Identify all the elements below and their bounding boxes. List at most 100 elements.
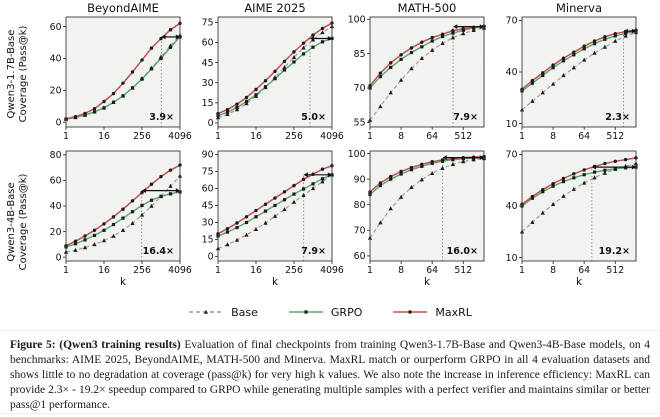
svg-text:20: 20 — [50, 227, 62, 238]
svg-text:4096: 4096 — [168, 265, 192, 276]
svg-text:40: 40 — [50, 201, 62, 212]
chart-aime-2025-qwen3-1.7b-base: 5.0× 0 15 30 45 60 75 1 16 256 4096 AIME 2025 — [188, 0, 344, 148]
svg-text:60: 60 — [50, 22, 62, 33]
svg-text:8: 8 — [398, 265, 404, 276]
chart-math-500-qwen3-1.7b-base: 7.9× 55 70 85 100 1 8 64 512 MATH-500 — [340, 0, 492, 148]
bottom-divider — [0, 413, 660, 414]
svg-text:2.3×: 2.3× — [605, 112, 630, 123]
legend-label-maxrl: MaxRL — [435, 305, 472, 319]
svg-text:512: 512 — [606, 131, 624, 142]
svg-text:80: 80 — [354, 200, 366, 211]
chart-math-500-qwen3-4b-base: 16.0× 60 70 80 90 100 1 8 64 512 k — [340, 148, 492, 296]
figure-caption: Figure 5: (Qwen3 training results) Evalu… — [0, 330, 660, 413]
svg-text:16.4×: 16.4× — [143, 246, 174, 257]
svg-text:40: 40 — [506, 67, 518, 78]
svg-text:16: 16 — [98, 265, 110, 276]
svg-text:100: 100 — [348, 149, 366, 160]
svg-text:512: 512 — [454, 265, 472, 276]
y-axis-label-row-2: Qwen3-4B-Base Coverage (Pass@k) — [0, 148, 36, 296]
svg-text:512: 512 — [454, 131, 472, 142]
svg-text:8: 8 — [550, 265, 556, 276]
svg-text:15: 15 — [202, 235, 214, 246]
svg-text:30: 30 — [202, 218, 214, 229]
svg-text:Minerva: Minerva — [556, 1, 602, 15]
svg-text:4096: 4096 — [320, 265, 344, 276]
svg-text:90: 90 — [202, 150, 214, 161]
chart-beyondaime-qwen3-1.7b-base: 3.9× 0 20 40 60 1 16 256 4096 BeyondAIME — [36, 0, 192, 148]
svg-text:64: 64 — [578, 265, 590, 276]
svg-text:512: 512 — [606, 265, 624, 276]
svg-text:256: 256 — [133, 131, 151, 142]
svg-text:k: k — [424, 276, 431, 288]
svg-text:70: 70 — [354, 226, 366, 237]
svg-text:20: 20 — [50, 86, 62, 97]
svg-text:55: 55 — [354, 118, 366, 129]
svg-text:16.0×: 16.0× — [447, 246, 478, 257]
svg-text:1: 1 — [519, 265, 525, 276]
legend-label-grpo: GRPO — [330, 305, 363, 319]
chart-grid-row-1: Qwen3-1.7B-Base Coverage (Pass@k) 3.9× 0 2… — [0, 0, 660, 148]
svg-text:4096: 4096 — [320, 131, 344, 142]
svg-text:90: 90 — [354, 174, 366, 185]
row-1-model-label: Qwen3-1.7B-Base — [6, 29, 17, 119]
svg-text:15: 15 — [202, 98, 214, 109]
svg-text:4096: 4096 — [168, 131, 192, 142]
svg-text:5.0×: 5.0× — [301, 112, 326, 123]
maxrl-line-marker-icon — [392, 306, 428, 318]
svg-text:75: 75 — [202, 18, 214, 29]
svg-text:256: 256 — [133, 265, 151, 276]
chart-minerva-qwen3-4b-base: 19.2× 10 40 70 1 8 64 512 k — [492, 148, 644, 296]
svg-text:0: 0 — [56, 252, 62, 263]
svg-text:AIME 2025: AIME 2025 — [244, 1, 305, 15]
svg-text:256: 256 — [285, 265, 303, 276]
svg-text:1: 1 — [367, 265, 373, 276]
svg-text:BeyondAIME: BeyondAIME — [87, 1, 159, 15]
svg-text:80: 80 — [50, 150, 62, 161]
caption-title: Figure 5: (Qwen3 training results) — [10, 339, 181, 351]
row-2-metric-label: Coverage (Pass@k) — [18, 173, 29, 271]
svg-text:1: 1 — [63, 265, 69, 276]
svg-text:0: 0 — [56, 117, 62, 128]
svg-text:85: 85 — [354, 49, 366, 60]
svg-text:8: 8 — [398, 131, 404, 142]
svg-text:64: 64 — [426, 131, 438, 142]
base-line-marker-icon — [188, 306, 224, 318]
svg-text:7.9×: 7.9× — [301, 246, 326, 257]
svg-text:16: 16 — [98, 131, 110, 142]
svg-text:k: k — [120, 276, 127, 288]
chart-minerva-qwen3-1.7b-base: 2.3× 10 40 70 1 8 64 512 Minerva — [492, 0, 644, 148]
y-axis-label-row-1: Qwen3-1.7B-Base Coverage (Pass@k) — [0, 0, 36, 148]
chart-beyondaime-qwen3-4b-base: 16.4× 0 20 40 60 80 1 16 256 4096 k — [36, 148, 192, 296]
svg-text:70: 70 — [506, 16, 518, 27]
svg-text:k: k — [576, 276, 583, 288]
svg-text:60: 60 — [202, 184, 214, 195]
svg-text:60: 60 — [354, 251, 366, 262]
svg-text:256: 256 — [285, 131, 303, 142]
svg-text:60: 60 — [202, 38, 214, 49]
svg-text:3.9×: 3.9× — [149, 112, 174, 123]
legend-item-grpo: GRPO — [288, 306, 362, 319]
caption-body: Evaluation of final checkpoints from tra… — [10, 339, 650, 411]
row-2-model-label: Qwen3-4B-Base — [6, 182, 17, 262]
legend-item-base: Base — [188, 306, 258, 319]
row-1-metric-label: Coverage (Pass@k) — [18, 25, 29, 123]
svg-text:1: 1 — [519, 131, 525, 142]
grpo-line-marker-icon — [288, 306, 324, 318]
svg-text:7.9×: 7.9× — [453, 112, 478, 123]
svg-text:1: 1 — [215, 265, 221, 276]
svg-text:64: 64 — [578, 131, 590, 142]
svg-text:MATH-500: MATH-500 — [398, 1, 457, 15]
svg-text:45: 45 — [202, 201, 214, 212]
legend-item-maxrl: MaxRL — [392, 306, 472, 319]
svg-text:40: 40 — [506, 201, 518, 212]
svg-text:k: k — [272, 276, 279, 288]
svg-text:0: 0 — [208, 118, 214, 129]
svg-text:64: 64 — [426, 265, 438, 276]
svg-text:19.2×: 19.2× — [599, 246, 630, 257]
chart-grid-row-2: Qwen3-4B-Base Coverage (Pass@k) 16.4× 0 20… — [0, 148, 660, 296]
svg-text:100: 100 — [348, 14, 366, 25]
legend-label-base: Base — [231, 305, 258, 319]
svg-text:1: 1 — [367, 131, 373, 142]
svg-text:60: 60 — [50, 176, 62, 187]
